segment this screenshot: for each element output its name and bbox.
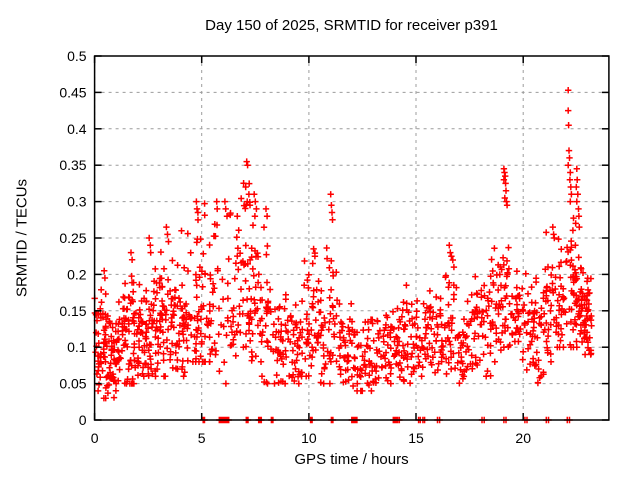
svg-text:10: 10 — [301, 430, 317, 446]
svg-text:0.15: 0.15 — [59, 303, 86, 319]
svg-text:15: 15 — [408, 430, 424, 446]
svg-text:0.35: 0.35 — [59, 157, 86, 173]
svg-text:20: 20 — [515, 430, 531, 446]
svg-text:0.2: 0.2 — [67, 266, 87, 282]
x-axis-label: GPS time / hours — [294, 451, 409, 468]
svg-text:0.3: 0.3 — [67, 194, 87, 210]
svg-text:0.5: 0.5 — [67, 48, 87, 64]
svg-text:0.1: 0.1 — [67, 339, 87, 355]
svg-text:0: 0 — [79, 412, 87, 428]
svg-text:0.45: 0.45 — [59, 84, 86, 100]
svg-text:5: 5 — [198, 430, 206, 446]
svg-text:0.05: 0.05 — [59, 376, 86, 392]
svg-text:0.25: 0.25 — [59, 230, 86, 246]
svg-text:0: 0 — [91, 430, 99, 446]
chart-title: Day 150 of 2025, SRMTID for receiver p39… — [205, 17, 498, 34]
svg-text:0.4: 0.4 — [67, 121, 87, 137]
